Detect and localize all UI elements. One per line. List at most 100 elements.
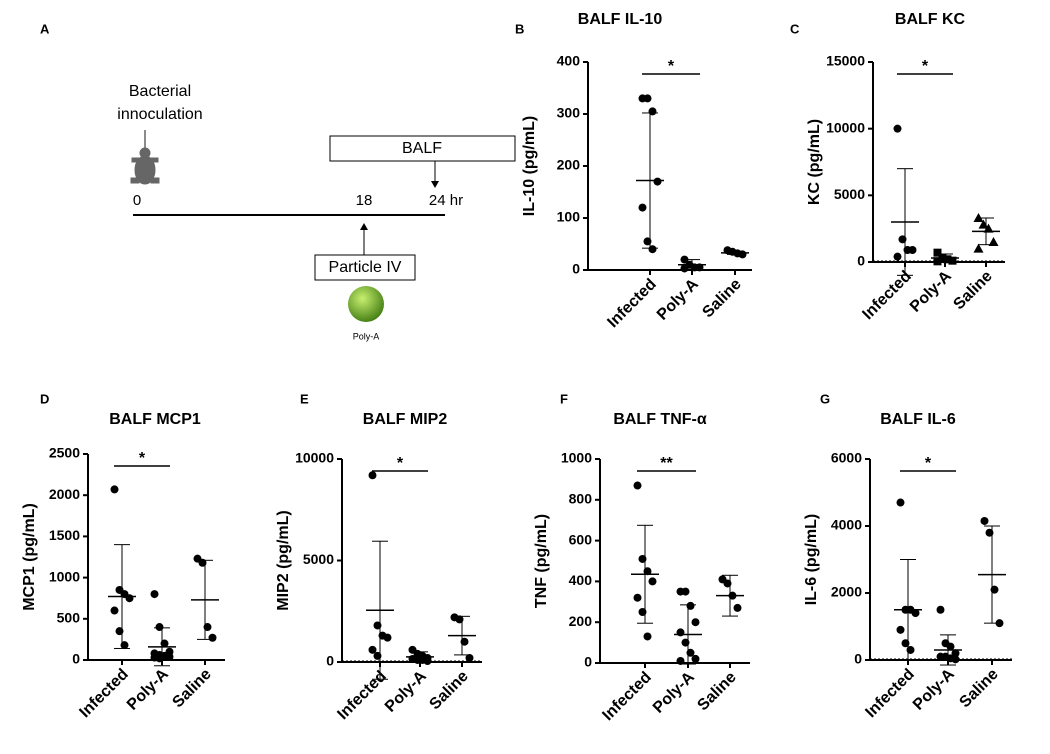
data-point (368, 471, 377, 480)
y-tick-label: 2000 (831, 584, 862, 600)
y-axis-label: IL-10 (pg/mL) (521, 116, 538, 216)
x-tick-label: Infected (862, 666, 917, 721)
box (329, 135, 516, 162)
box (314, 254, 416, 281)
y-tick-label: 4000 (831, 517, 862, 533)
significance-label: ** (660, 455, 673, 472)
y-axis-label: KC (pg/mL) (806, 119, 823, 205)
x-tick-label: Saline (426, 668, 471, 713)
y-tick-label: 0 (572, 261, 580, 277)
data-point (465, 653, 474, 662)
x-tick-label: Poly-A (382, 667, 430, 715)
x-tick-label: Infected (859, 268, 914, 323)
chart-title: BALF IL-6 (880, 411, 956, 428)
data-point (893, 252, 902, 261)
panel-letter: B (515, 21, 524, 36)
particle-label: Poly-A (353, 331, 380, 341)
x-tick-label: Saline (694, 669, 739, 714)
box-label: Particle IV (329, 259, 402, 276)
y-tick-label: 400 (557, 53, 581, 69)
y-axis-label: TNF (pg/mL) (533, 514, 550, 608)
y-tick-label: 0 (72, 651, 80, 667)
chart-title: BALF MCP1 (109, 411, 201, 428)
y-tick-label: 200 (557, 157, 581, 173)
y-tick-label: 0 (584, 654, 592, 670)
data-point (911, 609, 920, 618)
time-label: 24 hr (429, 192, 463, 209)
data-point (893, 124, 902, 133)
y-tick-label: 800 (569, 491, 593, 507)
data-point (150, 590, 159, 599)
data-point (638, 203, 647, 212)
panel: E BALF MIP2 MIP2 (pg/mL) 0 5000 10000 Infected… (275, 391, 482, 723)
y-tick-label: 100 (557, 209, 581, 225)
panel-letter: F (560, 391, 568, 406)
mouse-icon (130, 130, 160, 185)
data-point (908, 246, 917, 254)
chart-title: BALF KC (895, 11, 966, 28)
label: Bacterial (129, 83, 191, 100)
panel-letter: G (820, 391, 830, 406)
data-point (681, 587, 690, 596)
data-point (643, 632, 652, 641)
data-point (125, 594, 134, 603)
y-tick-label: 10000 (295, 450, 334, 466)
data-point (676, 628, 685, 637)
panel: C BALF KC KC (pg/mL) 0 5000 10000 15000 Infecte… (790, 11, 1005, 323)
significance-label: * (397, 455, 404, 472)
x-tick-label: Saline (956, 666, 1001, 711)
data-point (643, 94, 652, 103)
y-tick-label: 6000 (831, 450, 862, 466)
data-point (633, 481, 642, 490)
y-tick-label: 0 (326, 653, 334, 669)
data-point (165, 652, 174, 661)
y-tick-label: 5000 (303, 551, 334, 567)
y-axis-label: MIP2 (pg/mL) (275, 510, 292, 610)
data-point (933, 248, 942, 257)
x-tick-label: Infected (334, 668, 389, 723)
y-axis-label: MCP1 (pg/mL) (21, 503, 38, 611)
y-tick-label: 1000 (49, 568, 80, 584)
y-tick-label: 0 (854, 651, 862, 667)
x-tick-label: Poly-A (650, 668, 698, 716)
data-point (933, 257, 942, 266)
significance-label: * (668, 58, 675, 75)
data-point (383, 633, 392, 642)
y-axis-label: IL-6 (pg/mL) (803, 514, 820, 606)
panel: D BALF MCP1 MCP1 (pg/mL) 0 500 1000 1500 2000 25… (21, 391, 225, 721)
y-tick-label: 1500 (49, 527, 80, 543)
box-label: BALF (402, 140, 442, 157)
y-tick-label: 2500 (49, 445, 80, 461)
panel-letter: A (40, 21, 50, 36)
data-point (896, 498, 905, 507)
data-point (691, 654, 700, 663)
data-point (110, 606, 119, 615)
panel: G BALF IL-6 IL-6 (pg/mL) 0 2000 4000 6000 Infec… (803, 391, 1012, 721)
data-point (936, 605, 945, 614)
data-point (951, 655, 960, 664)
y-tick-label: 600 (569, 531, 593, 547)
panel: B BALF IL-10 IL-10 (pg/mL) 0 100 200 300 400 Inf… (515, 11, 752, 331)
data-point (680, 264, 689, 273)
data-point (943, 255, 952, 264)
data-point (208, 633, 217, 642)
chart-title: BALF MIP2 (363, 411, 448, 428)
data-point (896, 625, 905, 634)
chart-title: BALF TNF-α (613, 411, 707, 428)
data-point (423, 656, 432, 665)
data-point (110, 485, 119, 494)
significance-label: * (922, 58, 929, 75)
data-point (676, 656, 685, 665)
y-tick-label: 300 (557, 105, 581, 121)
arrow-head (360, 223, 368, 230)
data-point (951, 649, 960, 658)
data-point (733, 603, 742, 612)
x-tick-label: Poly-A (124, 665, 172, 713)
x-tick-label: Infected (604, 276, 659, 331)
panel: F BALF TNF-α TNF (pg/mL) 0 200 400 600 800 1000 I… (533, 391, 750, 724)
data-point (691, 618, 700, 627)
time-label: 18 (356, 192, 373, 209)
panel-letter: D (40, 391, 49, 406)
y-tick-label: 400 (569, 572, 593, 588)
